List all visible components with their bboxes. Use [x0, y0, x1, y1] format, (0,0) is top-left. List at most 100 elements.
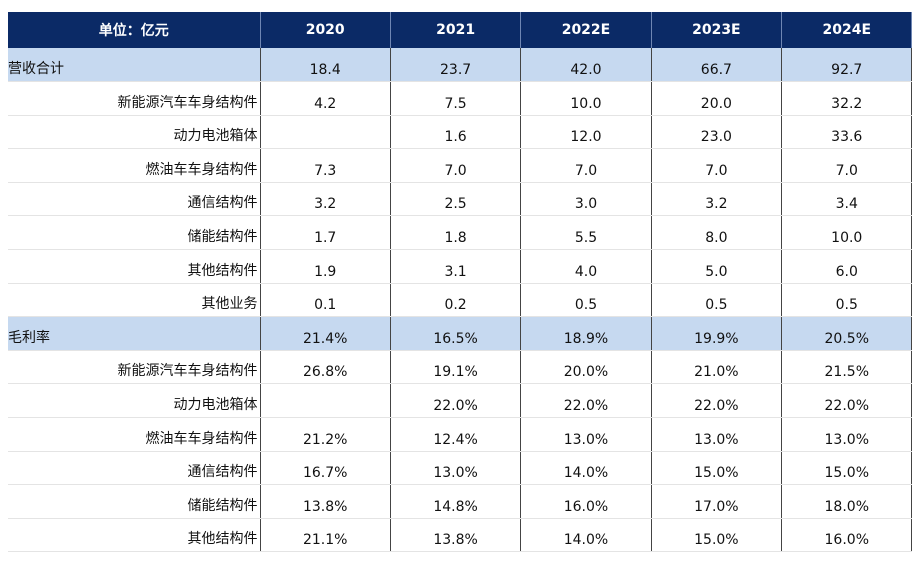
value-cell: 7.0 — [651, 148, 783, 183]
value-cell: 21.1% — [260, 518, 391, 553]
value-cell: 18.4 — [260, 48, 391, 83]
item-row: 储能结构件 13.8% 14.8% 16.0% 17.0% 18.0% — [8, 484, 913, 519]
value-cell: 15.0% — [651, 518, 783, 553]
value-cell: 14.0% — [520, 518, 652, 553]
value-cell — [260, 115, 391, 150]
value-cell: 12.0 — [520, 115, 652, 150]
value-cell: 16.0% — [520, 484, 652, 519]
row-label: 动力电池箱体 — [8, 383, 261, 419]
value-cell: 7.0 — [781, 148, 913, 183]
value-cell: 22.0% — [520, 383, 652, 419]
item-row: 动力电池箱体 22.0% 22.0% 22.0% 22.0% — [8, 383, 913, 419]
header-cell: 2023E — [651, 12, 783, 48]
value-cell: 14.0% — [520, 451, 652, 486]
row-label: 通信结构件 — [8, 451, 261, 486]
value-cell: 10.0 — [520, 81, 652, 116]
value-cell: 0.5 — [520, 283, 652, 318]
value-cell: 1.7 — [260, 215, 391, 251]
value-cell: 1.6 — [390, 115, 522, 150]
value-cell: 4.0 — [520, 249, 652, 284]
value-cell: 7.3 — [260, 148, 391, 183]
value-cell: 13.8% — [260, 484, 391, 519]
row-label: 燃油车车身结构件 — [8, 148, 261, 183]
header-cell: 2021 — [390, 12, 522, 48]
value-cell: 13.0% — [520, 417, 652, 452]
value-cell: 32.2 — [781, 81, 913, 116]
value-cell: 16.7% — [260, 451, 391, 486]
row-label: 毛利率 — [8, 316, 261, 351]
section-row: 营收合计 18.4 23.7 42.0 66.7 92.7 — [8, 48, 913, 83]
item-row: 燃油车车身结构件 21.2% 12.4% 13.0% 13.0% 13.0% — [8, 417, 913, 452]
row-label: 其他业务 — [8, 283, 261, 318]
value-cell: 21.2% — [260, 417, 391, 452]
value-cell: 42.0 — [520, 48, 652, 83]
value-cell: 8.0 — [651, 215, 783, 251]
item-row: 通信结构件 3.2 2.5 3.0 3.2 3.4 — [8, 182, 913, 217]
header-cell: 2024E — [781, 12, 913, 48]
value-cell: 20.5% — [781, 316, 913, 351]
value-cell: 3.2 — [651, 182, 783, 217]
value-cell: 7.0 — [520, 148, 652, 183]
value-cell: 17.0% — [651, 484, 783, 519]
value-cell: 0.1 — [260, 283, 391, 318]
value-cell: 92.7 — [781, 48, 913, 83]
row-label: 营收合计 — [8, 48, 261, 83]
item-row: 储能结构件 1.7 1.8 5.5 8.0 10.0 — [8, 215, 913, 251]
value-cell: 22.0% — [781, 383, 913, 419]
value-cell: 23.7 — [390, 48, 522, 83]
value-cell: 22.0% — [390, 383, 522, 419]
value-cell: 0.5 — [781, 283, 913, 318]
header-cell: 单位：亿元 — [8, 12, 261, 48]
value-cell: 14.8% — [390, 484, 522, 519]
value-cell: 2.5 — [390, 182, 522, 217]
value-cell: 20.0 — [651, 81, 783, 116]
value-cell: 0.2 — [390, 283, 522, 318]
item-row: 新能源汽车车身结构件 26.8% 19.1% 20.0% 21.0% 21.5% — [8, 350, 913, 385]
row-label: 动力电池箱体 — [8, 115, 261, 150]
value-cell: 66.7 — [651, 48, 783, 83]
value-cell: 3.2 — [260, 182, 391, 217]
value-cell: 3.0 — [520, 182, 652, 217]
value-cell: 3.4 — [781, 182, 913, 217]
item-row: 新能源汽车车身结构件 4.2 7.5 10.0 20.0 32.2 — [8, 81, 913, 116]
value-cell: 1.9 — [260, 249, 391, 284]
value-cell: 18.9% — [520, 316, 652, 351]
value-cell: 6.0 — [781, 249, 913, 284]
value-cell: 23.0 — [651, 115, 783, 150]
item-row: 动力电池箱体 1.6 12.0 23.0 33.6 — [8, 115, 913, 150]
row-label: 储能结构件 — [8, 484, 261, 519]
value-cell: 12.4% — [390, 417, 522, 452]
value-cell: 22.0% — [651, 383, 783, 419]
row-label: 其他结构件 — [8, 249, 261, 284]
value-cell: 15.0% — [651, 451, 783, 486]
header-cell: 2022E — [520, 12, 652, 48]
item-row: 其他业务 0.1 0.2 0.5 0.5 0.5 — [8, 283, 913, 318]
value-cell: 21.4% — [260, 316, 391, 351]
row-label: 通信结构件 — [8, 182, 261, 217]
item-row: 其他结构件 1.9 3.1 4.0 5.0 6.0 — [8, 249, 913, 284]
value-cell: 7.5 — [390, 81, 522, 116]
value-cell: 1.8 — [390, 215, 522, 251]
item-row: 其他结构件 21.1% 13.8% 14.0% 15.0% 16.0% — [8, 518, 913, 553]
item-row: 通信结构件 16.7% 13.0% 14.0% 15.0% 15.0% — [8, 451, 913, 486]
value-cell: 26.8% — [260, 350, 391, 385]
value-cell: 7.0 — [390, 148, 522, 183]
value-cell: 19.9% — [651, 316, 783, 351]
row-label: 新能源汽车车身结构件 — [8, 350, 261, 385]
value-cell: 0.5 — [651, 283, 783, 318]
row-label: 其他结构件 — [8, 518, 261, 553]
value-cell: 21.5% — [781, 350, 913, 385]
value-cell: 13.0% — [390, 451, 522, 486]
value-cell: 4.2 — [260, 81, 391, 116]
value-cell: 10.0 — [781, 215, 913, 251]
value-cell: 13.0% — [781, 417, 913, 452]
value-cell: 33.6 — [781, 115, 913, 150]
section-row: 毛利率 21.4% 16.5% 18.9% 19.9% 20.5% — [8, 316, 913, 351]
value-cell: 3.1 — [390, 249, 522, 284]
item-row: 燃油车车身结构件 7.3 7.0 7.0 7.0 7.0 — [8, 148, 913, 183]
header-cell: 2020 — [260, 12, 391, 48]
value-cell: 15.0% — [781, 451, 913, 486]
row-label: 储能结构件 — [8, 215, 261, 251]
value-cell: 13.8% — [390, 518, 522, 553]
